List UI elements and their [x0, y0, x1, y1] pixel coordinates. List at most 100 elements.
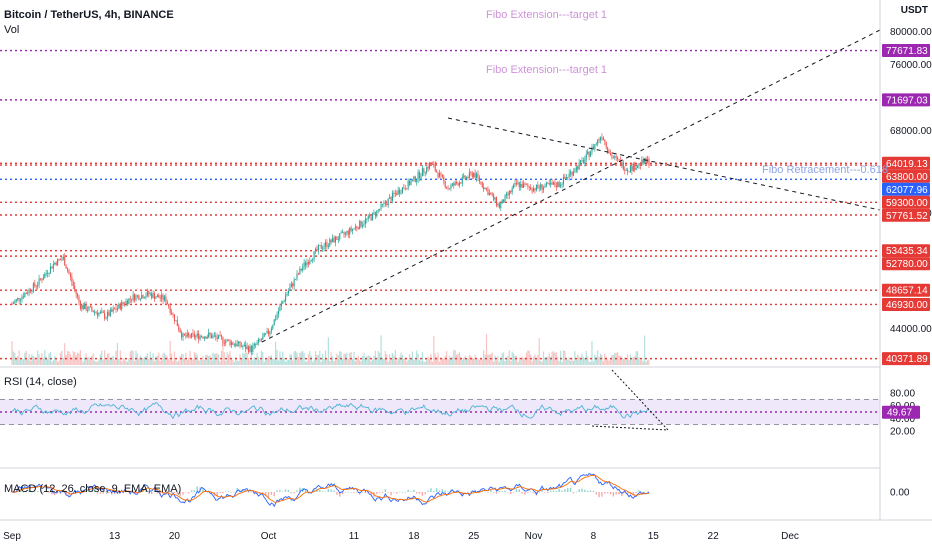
candle	[641, 156, 643, 166]
candle-body	[541, 184, 543, 190]
candle-body	[448, 188, 451, 190]
candle	[632, 162, 634, 172]
candle	[72, 279, 74, 290]
candle-body	[208, 332, 210, 337]
volume-bar	[381, 357, 384, 365]
candle-body	[634, 163, 636, 170]
candle-body	[114, 308, 116, 310]
volume-bar	[131, 350, 133, 365]
candle-body	[413, 176, 415, 180]
candle	[61, 256, 63, 262]
rsi-line	[11, 401, 650, 420]
volume-bar	[440, 357, 442, 365]
candle-body	[323, 246, 325, 249]
candle-body	[102, 311, 104, 313]
volume-bar	[300, 351, 302, 365]
candle	[567, 176, 569, 181]
macd-histogram-bar	[62, 491, 64, 493]
macd-histogram-bar	[410, 491, 412, 492]
volume-bar	[313, 359, 315, 365]
macd-histogram-bar	[51, 492, 53, 495]
volume-bar	[408, 354, 411, 365]
candle	[396, 190, 398, 196]
macd-histogram-bar	[413, 489, 415, 492]
macd-histogram-bar	[190, 490, 193, 492]
candle-body	[403, 187, 405, 189]
candle-body	[272, 325, 274, 329]
candle-body	[409, 180, 411, 185]
candle	[208, 328, 210, 339]
volume-bar	[112, 355, 114, 365]
volume-bar	[642, 361, 644, 365]
macd-histogram-bar	[532, 492, 535, 494]
candle-body	[78, 296, 80, 302]
time-tick-label: 18	[408, 531, 420, 542]
volume-bar	[252, 360, 254, 365]
candle-body	[466, 176, 468, 179]
candle	[32, 281, 34, 293]
macd-histogram-bar	[28, 489, 30, 492]
volume-bar	[61, 350, 63, 365]
candle-body	[173, 314, 175, 322]
macd-histogram-bar	[538, 491, 540, 493]
volume-bar	[465, 358, 468, 365]
volume-bar	[249, 360, 251, 365]
candle-body	[64, 256, 66, 266]
candle	[547, 182, 549, 185]
candle	[293, 277, 295, 291]
candle	[376, 210, 378, 218]
macd-tick-label: 0.00	[890, 488, 910, 499]
candle-body	[245, 344, 247, 350]
candle	[423, 167, 425, 176]
candle	[642, 157, 644, 165]
candle	[283, 299, 285, 303]
candle	[38, 274, 40, 289]
candle-body	[635, 167, 637, 170]
volume-bar	[66, 351, 69, 365]
candle-body	[474, 173, 476, 178]
macd-histogram-bar	[276, 490, 278, 492]
candle-body	[24, 293, 26, 298]
volume-bar	[199, 360, 201, 365]
candle	[69, 271, 71, 281]
candle	[413, 175, 415, 182]
volume-bar	[611, 355, 613, 365]
candle	[397, 186, 399, 196]
volume-bar	[594, 354, 596, 365]
macd-histogram-bar	[25, 491, 27, 492]
candle	[648, 156, 650, 168]
candle-body	[266, 330, 268, 334]
volume-bar	[501, 353, 503, 365]
macd-histogram-bar	[196, 486, 198, 492]
candle-body	[360, 220, 362, 227]
volume-bar	[237, 361, 240, 365]
candlesticks	[11, 133, 650, 355]
candle-body	[182, 333, 184, 338]
candle	[168, 303, 170, 309]
candle-body	[242, 346, 244, 348]
macd-histogram-bar	[353, 492, 355, 493]
candle	[236, 339, 238, 347]
volume-bar	[427, 356, 429, 365]
candle	[12, 301, 14, 305]
candle-body	[92, 310, 94, 313]
candle-body	[625, 170, 627, 171]
candle	[592, 143, 594, 151]
candle-body	[31, 291, 33, 292]
candle-body	[631, 166, 633, 171]
volume-bar	[18, 350, 20, 365]
candle	[483, 183, 485, 192]
candle	[152, 290, 154, 299]
candle-body	[428, 163, 431, 169]
volume-bar	[294, 350, 297, 365]
candle	[289, 283, 291, 292]
candle-body	[312, 259, 314, 261]
volume-bar	[55, 358, 57, 365]
candle-body	[74, 285, 76, 290]
macd-histogram-bar	[39, 491, 42, 493]
volume-bar	[162, 353, 164, 365]
candle-body	[508, 190, 510, 196]
candle-body	[213, 335, 215, 337]
volume-bar	[567, 359, 569, 365]
